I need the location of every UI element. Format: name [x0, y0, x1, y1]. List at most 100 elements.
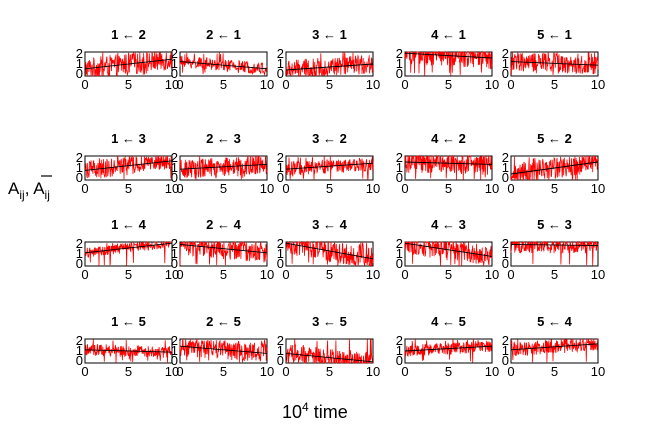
y-tick-label: 1 — [502, 246, 509, 261]
y-tick-label: 2 — [171, 46, 178, 61]
panel-title: 1 ← 5 — [111, 314, 146, 329]
x-label-exponent: 4 — [302, 400, 309, 414]
y-tick-label: 2 — [171, 333, 178, 348]
x-tick-label: 10 — [260, 181, 274, 196]
panel-title: 1 ← 3 — [111, 131, 146, 146]
x-tick-label: 10 — [366, 181, 380, 196]
x-axis-label: 104 time — [282, 400, 348, 422]
x-tick-label: 5 — [551, 181, 558, 196]
series-a-bar-ij — [84, 160, 173, 171]
y-tick-label: 0 — [277, 170, 284, 185]
series-a-ij — [179, 338, 268, 363]
y-tick-label: 2 — [171, 236, 178, 251]
x-tick-label: 0 — [401, 267, 408, 282]
y-tick-label: 1 — [76, 56, 83, 71]
x-tick-label: 10 — [165, 267, 179, 282]
x-tick-label: 5 — [326, 181, 333, 196]
y-tick-label: 1 — [76, 246, 83, 261]
panel-title: 4 ← 5 — [431, 314, 466, 329]
panel-title: 5 ← 3 — [537, 217, 572, 232]
x-tick-label: 5 — [125, 267, 132, 282]
x-tick-label: 0 — [401, 181, 408, 196]
series-a-bar-ij — [179, 243, 268, 254]
x-tick-label: 10 — [485, 77, 499, 92]
x-tick-label: 5 — [551, 364, 558, 379]
panel-title: 2 ← 3 — [206, 131, 241, 146]
series-a-ij — [84, 241, 172, 266]
y-tick-label: 0 — [502, 170, 509, 185]
x-tick-label: 10 — [485, 181, 499, 196]
series-a-ij — [404, 339, 493, 363]
y-tick-label: 1 — [502, 56, 509, 71]
y-tick-label: 2 — [277, 46, 284, 61]
y-tick-label: 0 — [396, 170, 403, 185]
y-tick-label: 0 — [171, 353, 178, 368]
x-tick-label: 5 — [445, 364, 452, 379]
y-tick-label: 0 — [502, 256, 509, 271]
series-a-ij — [404, 51, 493, 76]
series-a-ij — [285, 240, 374, 267]
series-a-ij — [84, 155, 173, 180]
y-tick-label: 1 — [502, 160, 509, 175]
x-tick-label: 10 — [485, 267, 499, 282]
panel-title: 2 ← 4 — [206, 217, 241, 232]
x-tick-label: 10 — [591, 181, 605, 196]
y-tick-label: 2 — [396, 150, 403, 165]
y-tick-label: 0 — [277, 256, 284, 271]
y-label-abar: A — [33, 179, 45, 198]
x-tick-label: 5 — [445, 77, 452, 92]
x-tick-label: 5 — [220, 77, 227, 92]
panel-title: 2 ← 1 — [206, 27, 241, 42]
y-tick-label: 2 — [502, 236, 509, 251]
series-a-bar-ij — [510, 243, 599, 247]
y-tick-label: 0 — [277, 353, 284, 368]
series-a-ij — [179, 154, 268, 180]
y-tick-label: 0 — [502, 66, 509, 81]
y-label-abar-sub: ij — [45, 188, 50, 202]
x-tick-label: 10 — [260, 267, 274, 282]
x-tick-label: 10 — [366, 364, 380, 379]
x-tick-label: 5 — [125, 181, 132, 196]
series-a-ij — [179, 52, 268, 77]
series-a-bar-ij — [285, 162, 374, 170]
series-a-ij — [404, 240, 493, 267]
series-a-bar-ij — [285, 63, 374, 71]
y-tick-label: 2 — [502, 333, 509, 348]
x-tick-label: 0 — [282, 181, 289, 196]
y-tick-label: 1 — [171, 246, 178, 261]
series-a-ij — [510, 338, 598, 363]
x-tick-label: 0 — [282, 267, 289, 282]
y-tick-label: 2 — [396, 236, 403, 251]
series-a-ij — [84, 339, 173, 364]
x-tick-label: 5 — [445, 267, 452, 282]
y-label-separator: , — [25, 179, 34, 198]
y-tick-label: 1 — [396, 56, 403, 71]
panel-title: 3 ← 4 — [312, 217, 347, 232]
x-tick-label: 5 — [551, 77, 558, 92]
series-a-ij — [179, 241, 268, 266]
series-a-bar-ij — [84, 349, 173, 353]
y-tick-label: 1 — [277, 246, 284, 261]
y-tick-label: 2 — [502, 150, 509, 165]
x-tick-label: 0 — [507, 181, 514, 196]
series-a-ij — [510, 155, 599, 182]
panel-title: 5 ← 1 — [537, 27, 572, 42]
y-tick-label: 2 — [277, 333, 284, 348]
panel-title: 5 ← 2 — [537, 131, 572, 146]
y-label-a-sub: ij — [19, 188, 24, 202]
x-tick-label: 5 — [551, 267, 558, 282]
series-a-bar-ij — [404, 345, 493, 352]
x-tick-label: 0 — [176, 364, 183, 379]
y-tick-label: 1 — [396, 160, 403, 175]
series-a-bar-ij — [179, 345, 268, 354]
x-tick-label: 0 — [282, 364, 289, 379]
